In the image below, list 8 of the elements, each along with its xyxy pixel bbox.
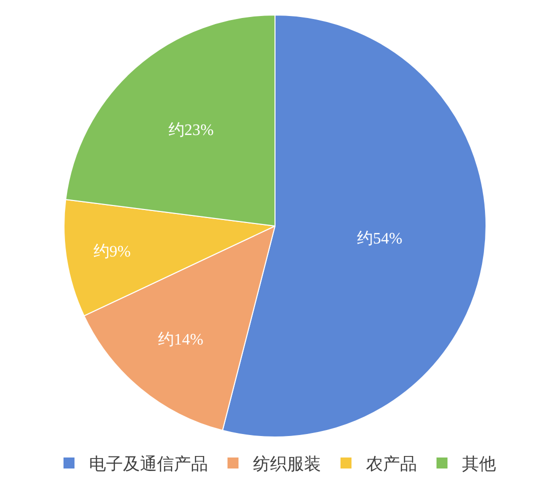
data-label: 约14%	[158, 332, 204, 349]
data-label: 约54%	[357, 230, 402, 248]
data-label: 约23%	[168, 122, 214, 140]
legend-label: 农产品	[366, 454, 417, 474]
legend-label: 纺织服装	[253, 454, 321, 474]
data-label: 约9%	[93, 243, 131, 260]
legend-label: 其他	[462, 454, 496, 474]
legend-label: 电子及通信产品	[89, 454, 208, 474]
